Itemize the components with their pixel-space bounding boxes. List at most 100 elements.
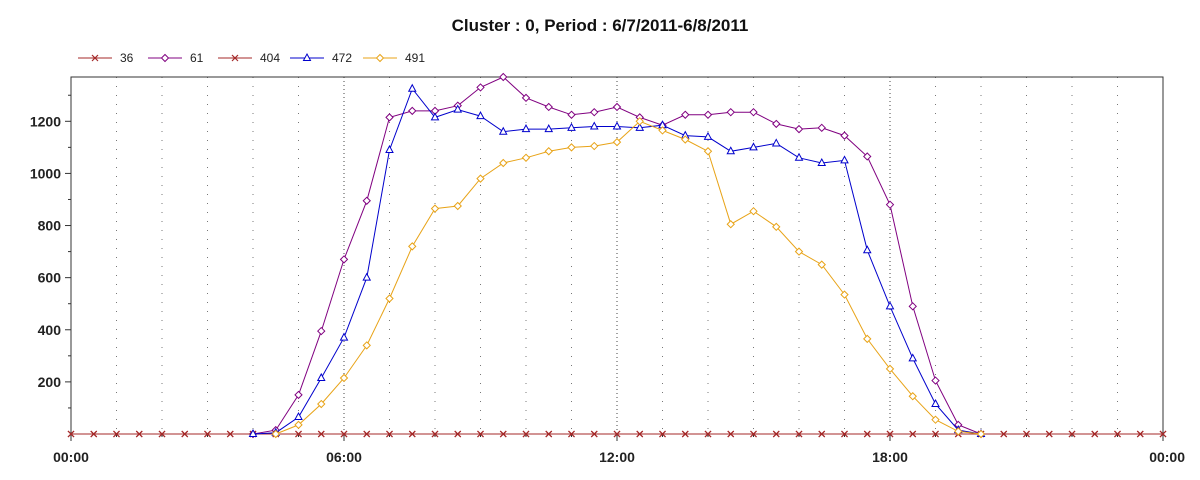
data-point — [612, 137, 622, 147]
data-point — [499, 430, 507, 438]
data-point — [931, 398, 940, 408]
legend-label: 36 — [120, 51, 134, 65]
data-point — [749, 107, 758, 117]
data-point — [294, 420, 303, 430]
legend-label: 404 — [260, 51, 280, 65]
data-point — [681, 135, 690, 144]
data-point — [841, 430, 848, 438]
data-point — [726, 146, 736, 155]
data-point — [248, 428, 258, 437]
data-point — [226, 430, 234, 438]
data-point — [703, 110, 713, 119]
data-point — [1045, 430, 1053, 438]
data-point — [976, 429, 986, 439]
data-point — [317, 430, 325, 438]
y-tick-label: 800 — [38, 218, 62, 234]
data-point — [113, 430, 120, 438]
data-point — [589, 121, 599, 130]
data-point — [704, 430, 712, 438]
data-point — [636, 430, 644, 438]
data-point — [886, 430, 894, 438]
data-point — [385, 144, 394, 153]
legend-marker — [160, 53, 170, 63]
data-point — [1023, 430, 1030, 438]
legend-marker — [231, 54, 239, 62]
data-point — [476, 111, 485, 120]
chart-title: Cluster : 0, Period : 6/7/2011-6/8/2011 — [452, 16, 749, 35]
legend-item-491: 491 — [363, 51, 425, 65]
y-axis: 200 400 600 800 1000 1200 — [30, 94, 71, 409]
data-point — [635, 122, 645, 131]
data-point — [726, 107, 735, 117]
data-point — [750, 430, 757, 438]
data-point — [817, 157, 827, 166]
data-point — [727, 430, 735, 438]
data-point — [544, 102, 553, 112]
data-point — [521, 124, 531, 133]
data-point — [317, 326, 326, 336]
y-tick-label: 600 — [38, 270, 62, 286]
data-point — [386, 430, 393, 438]
data-point — [590, 107, 599, 117]
y-tick-label: 400 — [38, 322, 62, 338]
data-point — [749, 142, 758, 151]
data-point — [909, 430, 917, 438]
data-point — [635, 117, 644, 126]
data-point — [772, 119, 781, 129]
legend-item-61: 61 — [148, 51, 204, 65]
data-point — [362, 341, 371, 350]
data-point — [1091, 430, 1099, 438]
data-point — [521, 93, 531, 103]
data-point — [840, 131, 849, 140]
data-point — [908, 302, 917, 311]
data-point — [794, 247, 804, 256]
data-point — [567, 143, 576, 152]
data-point — [67, 430, 75, 438]
grid-lines — [116, 77, 1118, 434]
data-point — [90, 430, 98, 438]
data-point — [317, 399, 326, 409]
data-point — [362, 272, 372, 281]
data-point — [772, 222, 781, 232]
legend-marker — [375, 53, 385, 63]
data-point — [863, 430, 871, 438]
data-point — [522, 430, 530, 438]
data-point — [477, 430, 484, 438]
data-point — [498, 126, 508, 135]
data-point — [430, 112, 440, 121]
data-point — [817, 123, 826, 133]
data-point — [476, 83, 485, 92]
data-point — [316, 372, 326, 381]
data-point — [613, 430, 621, 438]
series-line-61 — [252, 76, 982, 435]
data-point — [771, 138, 781, 147]
y-tick-label: 1000 — [30, 165, 61, 181]
series-layer — [67, 72, 1167, 439]
data-point — [1159, 430, 1167, 438]
data-point — [931, 415, 940, 424]
data-point — [499, 158, 508, 168]
data-point — [794, 124, 804, 134]
x-tick-label: 18:00 — [872, 449, 908, 465]
data-point — [908, 353, 918, 362]
data-point — [567, 110, 576, 119]
data-point — [1000, 430, 1008, 438]
data-point — [476, 174, 485, 183]
data-point — [863, 334, 872, 344]
data-point — [681, 430, 689, 438]
data-point — [1068, 430, 1076, 438]
x-tick-label: 06:00 — [326, 449, 362, 465]
series-491 — [271, 117, 986, 439]
data-point — [521, 153, 531, 162]
data-point — [681, 110, 690, 119]
data-point — [1136, 430, 1144, 438]
data-point — [590, 141, 599, 151]
data-point — [295, 430, 302, 438]
data-point — [135, 430, 143, 438]
x-tick-label: 00:00 — [53, 449, 89, 465]
data-point — [885, 301, 895, 310]
data-point — [726, 220, 735, 229]
data-point — [408, 242, 417, 251]
data-point — [544, 147, 553, 156]
legend-label: 61 — [190, 51, 204, 65]
